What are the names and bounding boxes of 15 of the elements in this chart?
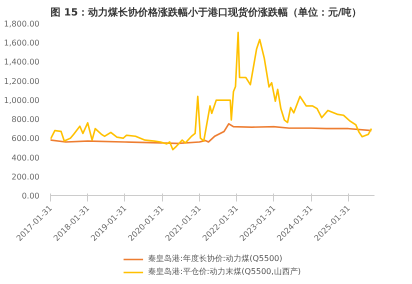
y-tick-label: 1,800.00 <box>4 20 40 28</box>
y-tick-label: 1,600.00 <box>4 38 40 48</box>
y-tick-label: 600.00 <box>12 134 40 144</box>
y-tick-label: 0.00 <box>22 192 40 200</box>
legend-label: 秦皇岛港:年度长协价:动力煤(Q5500) <box>148 253 282 264</box>
line-series <box>50 123 372 144</box>
y-tick-label: 400.00 <box>12 153 40 162</box>
y-tick-label: 800.00 <box>12 115 40 124</box>
y-tick-label: 1,000.00 <box>4 96 40 105</box>
y-tick-label: 200.00 <box>12 172 40 182</box>
y-tick-label: 1,400.00 <box>4 58 40 67</box>
line-series <box>50 32 372 150</box>
y-tick-label: 1,200.00 <box>4 76 40 86</box>
chart-title: 图 15：动力煤长协价格涨跌幅小于港口现货价涨跌幅（单位：元/吨） <box>50 6 362 18</box>
legend-label: 秦皇岛港:平仓价:动力末煤(Q5500,山西产) <box>148 266 301 277</box>
